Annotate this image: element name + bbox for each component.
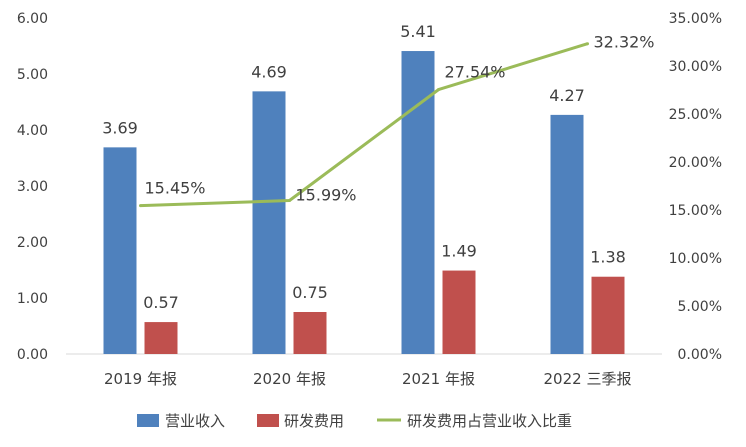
line-data-label: 27.54% [445, 63, 506, 82]
data-labels-group: 3.69 4.69 5.41 4.27 0.57 0.75 1.49 1.38 15.45% 15… [102, 22, 654, 312]
axes-group: 0.00 1.00 2.00 3.00 4.00 5.00 6.00 0.00% 5.00% 10… [17, 11, 722, 388]
right-axis-tick-label: 35.00% [669, 11, 722, 27]
left-axis-tick-label: 5.00 [17, 67, 48, 83]
bar-data-label: 3.69 [102, 118, 138, 137]
line-point [139, 204, 142, 208]
bar-data-label: 0.57 [143, 293, 179, 312]
bar-rd-expense [144, 322, 178, 354]
x-axis-category-label: 2020 年报 [253, 370, 326, 388]
right-axis-tick-label: 5.00% [678, 299, 722, 315]
left-axis-tick-label: 4.00 [17, 123, 48, 139]
legend: 营业收入 研发费用 研发费用占营业收入比重 [137, 412, 572, 430]
line-point [437, 88, 440, 92]
line-data-label: 32.32% [594, 33, 655, 52]
bar-data-label: 4.27 [549, 86, 585, 105]
left-axis-tick-label: 6.00 [17, 11, 48, 27]
right-axis-tick-label: 10.00% [669, 251, 722, 267]
left-axis-tick-label: 0.00 [17, 347, 48, 363]
line-rd-ratio [140, 42, 588, 208]
bar-revenue [401, 51, 435, 354]
bar-data-label: 5.41 [400, 22, 436, 41]
x-axis-category-label: 2022 三季报 [544, 370, 632, 388]
right-axis-tick-label: 25.00% [669, 107, 722, 123]
legend-swatch [257, 414, 279, 427]
x-axis-category-label: 2021 年报 [402, 370, 475, 388]
bar-revenue [103, 147, 137, 354]
right-axis-tick-label: 0.00% [678, 347, 722, 363]
bar-data-label: 4.69 [251, 62, 287, 81]
bar-rd-expense [442, 270, 476, 354]
bar-rd-expense [293, 312, 327, 354]
bar-revenue [550, 114, 584, 354]
legend-item-label: 研发费用占营业收入比重 [407, 412, 572, 430]
legend-item-label: 营业收入 [165, 412, 225, 430]
bar-data-label: 1.49 [441, 242, 477, 261]
line-data-label: 15.45% [145, 179, 206, 198]
right-axis-tick-label: 15.00% [669, 203, 722, 219]
line-point [586, 42, 589, 46]
right-axis-tick-label: 30.00% [669, 59, 722, 75]
legend-swatch [137, 414, 159, 427]
right-axis-tick-label: 20.00% [669, 155, 722, 171]
bar-rd-expense [591, 276, 625, 354]
line-group [139, 42, 589, 208]
x-axis-category-label: 2019 年报 [104, 370, 177, 388]
line-data-label: 15.99% [296, 185, 357, 204]
line-point [288, 198, 291, 202]
legend-item-label: 研发费用 [284, 412, 344, 430]
bars-group [103, 51, 625, 355]
left-axis-tick-label: 2.00 [17, 235, 48, 251]
left-axis-tick-label: 3.00 [17, 179, 48, 195]
bar-revenue [252, 91, 286, 355]
left-axis-tick-label: 1.00 [17, 291, 48, 307]
bar-data-label: 0.75 [292, 283, 328, 302]
bar-data-label: 1.38 [590, 248, 626, 267]
